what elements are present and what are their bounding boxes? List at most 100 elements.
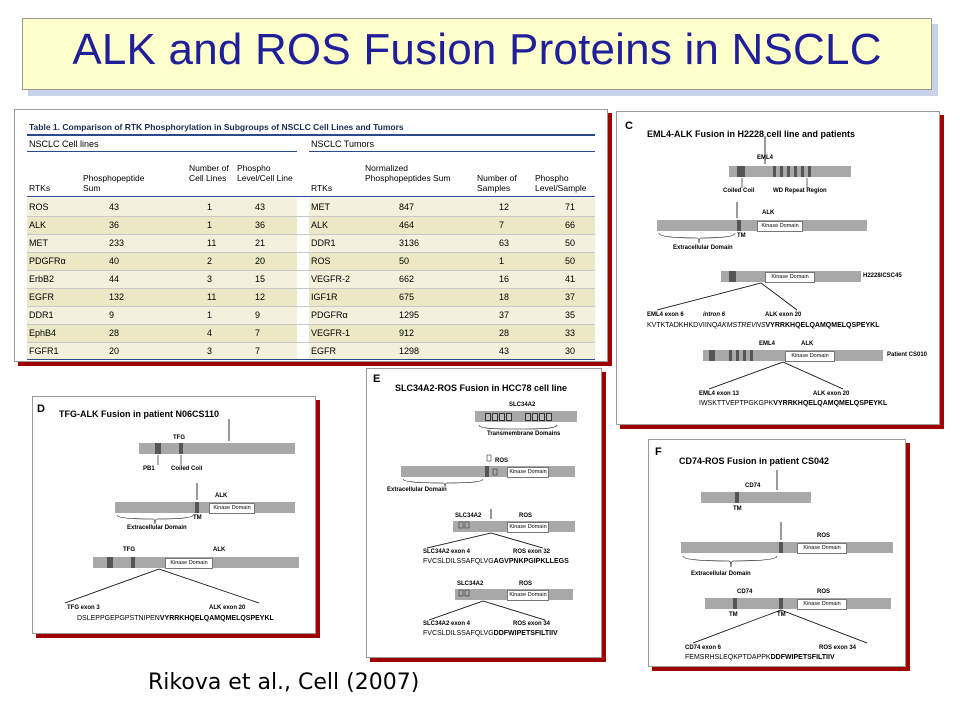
table-row-shading xyxy=(27,234,297,252)
tm-label-d: TM xyxy=(193,515,202,521)
table-cell: EGFR xyxy=(29,292,55,302)
table-cell: 28 xyxy=(499,328,510,338)
table-row-shading xyxy=(27,198,297,216)
table-cell: 1 xyxy=(207,202,213,212)
tm-domain-box xyxy=(532,413,538,421)
h2228-kinase-domain: Kinase Domain xyxy=(765,272,815,283)
table-row-shading xyxy=(27,252,297,270)
ros-exon34-label-e: ROS exon 34 xyxy=(513,621,551,627)
table-row-shading xyxy=(27,306,297,324)
tm-domain-box xyxy=(485,413,491,421)
cs010-wd-3 xyxy=(743,350,746,361)
table-cell: 43 xyxy=(499,346,510,356)
table-cell: 3136 xyxy=(399,238,420,248)
panel-e-label: E xyxy=(373,373,381,385)
table-cell: 43 xyxy=(109,202,120,212)
table-cell: 9 xyxy=(109,310,115,320)
panel-f-connector-lines xyxy=(682,470,868,644)
cd74-exon6-label: CD74 exon 6 xyxy=(685,645,722,651)
table-cell: FGFR1 xyxy=(29,346,59,356)
left-group-rule xyxy=(27,151,297,152)
tfg-label-fusion: TFG xyxy=(123,547,135,553)
table-cell: 11 xyxy=(207,238,217,248)
table-cell: 43 xyxy=(255,202,266,212)
table-cell: 1298 xyxy=(399,346,420,356)
cd74-label-fusion: CD74 xyxy=(737,589,753,595)
table-cell: 7 xyxy=(499,220,505,230)
table-row-rule xyxy=(27,216,595,217)
table-row-shading xyxy=(309,198,595,216)
pb1-label: PB1 xyxy=(143,466,155,472)
tfg-label: TFG xyxy=(173,435,185,441)
alk-label-d: ALK xyxy=(215,493,228,499)
fusion-cd74-tm xyxy=(733,598,737,609)
table-cell: 12 xyxy=(255,292,266,302)
fusion-kinase-domain-d: Kinase Domain xyxy=(165,558,213,569)
table-row-rule xyxy=(27,234,595,235)
eml4-wd-block-4 xyxy=(794,166,797,177)
table-cell: DDR1 xyxy=(311,238,336,248)
eml4-coiled-coil-block xyxy=(737,166,745,177)
table-cell: VEGFR-2 xyxy=(311,274,351,284)
table-row-rule xyxy=(27,342,595,343)
slc34a2-exon4-label-1: SLC34A2 exon 4 xyxy=(423,549,471,555)
table-cell: 3 xyxy=(207,274,213,284)
extracellular-label-f: Extracellular Domain xyxy=(691,571,751,577)
header-number-samples: Number of Samples xyxy=(477,173,517,193)
alk-exon20-label-1: ALK exon 20 xyxy=(765,312,802,318)
table-cell: 30 xyxy=(565,346,576,356)
table-cell: 37 xyxy=(565,292,576,302)
alk-label-fusion: ALK xyxy=(213,547,226,553)
table-cell: ErbB2 xyxy=(29,274,55,284)
table-cell: ROS xyxy=(311,256,331,266)
table-cell: 16 xyxy=(499,274,510,284)
table-rule-top xyxy=(27,134,595,136)
table-cell: MET xyxy=(311,202,330,212)
fusion1-junction-sequence: FVCSLDILSSAFQLVGAGVPNKPGIPKLLEGS xyxy=(423,558,569,565)
cd74-protein-bar xyxy=(701,492,811,503)
panel-c-eml4-alk: C EML4-ALK Fusion in H2228 cell line and… xyxy=(616,111,940,425)
coiled-coil-label-d: Coiled Coil xyxy=(171,466,203,472)
table-row-shading xyxy=(27,270,297,288)
patient-cs010-label: Patient CS010 xyxy=(887,352,928,358)
intron6-label: intron 6 xyxy=(703,312,725,318)
ros-label-e: ROS xyxy=(495,458,509,464)
ros-protein-bar-f xyxy=(681,542,893,553)
panel-d-title: TFG-ALK Fusion in patient N06CS110 xyxy=(59,409,220,419)
table-cell: 1 xyxy=(207,310,213,320)
table-row-shading xyxy=(27,288,297,306)
panel-e-connector-lines xyxy=(402,424,558,621)
alk-tm-label: TM xyxy=(737,233,746,239)
header-phospho-level-sample: Phospho Level/Sample xyxy=(535,173,587,193)
table-row-shading xyxy=(309,306,595,324)
left-group-heading: NSCLC Cell lines xyxy=(29,139,99,149)
extracellular-label-d: Extracellular Domain xyxy=(127,525,187,531)
right-group-rule xyxy=(309,151,595,152)
table-row-shading xyxy=(27,324,297,342)
tfg-protein-bar xyxy=(139,443,295,454)
table-cell: ROS xyxy=(29,202,49,212)
cd74-tm-label: TM xyxy=(733,506,742,512)
eml4-wd-block-6 xyxy=(808,166,811,177)
fusion-tm-label-2: TM xyxy=(777,612,786,618)
panel-f-title: CD74-ROS Fusion in patient CS042 xyxy=(679,456,830,466)
cs010-wd-2 xyxy=(736,350,739,361)
table-cell: 3 xyxy=(207,346,213,356)
table-cell: 63 xyxy=(499,238,510,248)
cs010-kinase-domain: Kinase Domain xyxy=(785,351,835,362)
table-cell: 71 xyxy=(565,202,576,212)
table-cell: 50 xyxy=(399,256,410,266)
table-row-shading xyxy=(309,342,595,360)
slc34a2-label: SLC34A2 xyxy=(509,402,536,408)
tm-domain-box xyxy=(506,413,512,421)
table-cell: MET xyxy=(29,238,48,248)
table-cell: IGF1R xyxy=(311,292,338,302)
ros-label-fusion1: ROS xyxy=(519,513,533,519)
tfg-exon3-label: TFG exon 3 xyxy=(67,605,100,611)
panel-c-connector-lines xyxy=(656,136,844,390)
table-cell: 912 xyxy=(399,328,415,338)
tm-domain-box xyxy=(499,413,505,421)
table-cell: 40 xyxy=(109,256,120,266)
table-cell: EphB4 xyxy=(29,328,57,338)
extracellular-label: Extracellular Domain xyxy=(673,245,733,251)
